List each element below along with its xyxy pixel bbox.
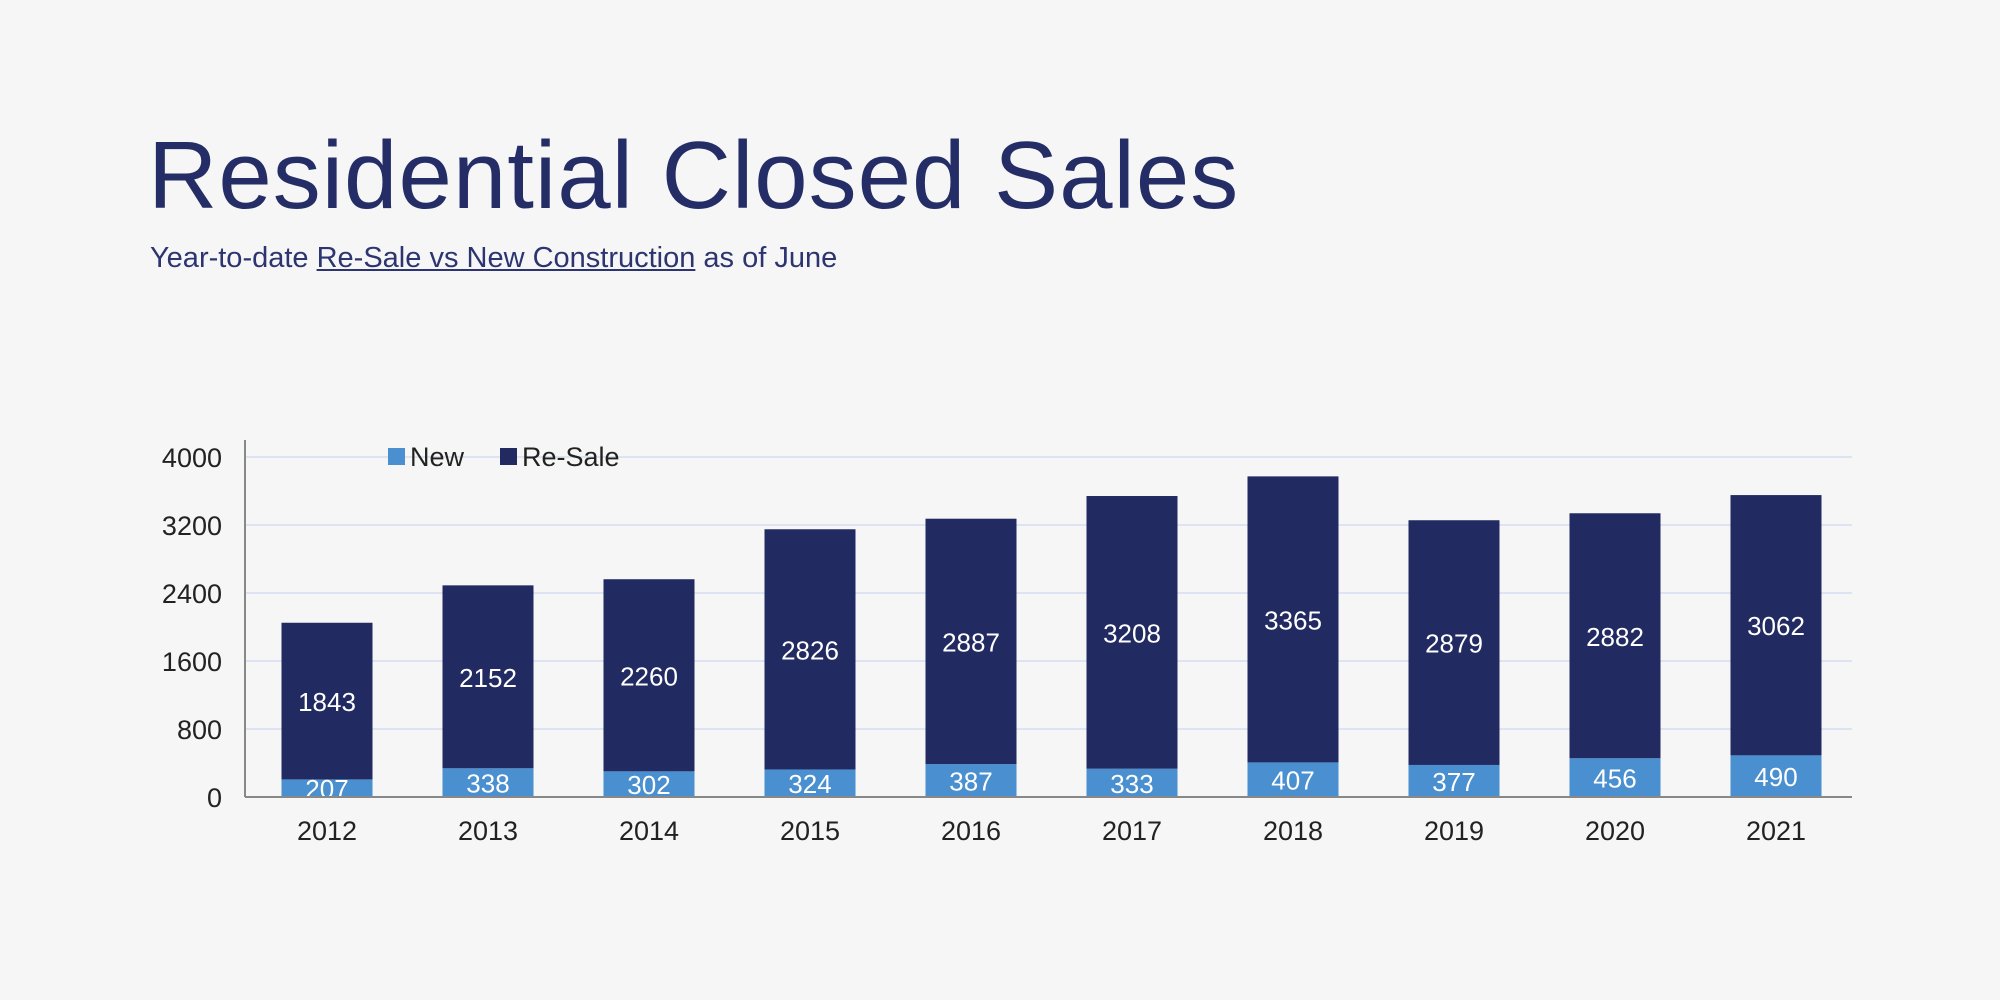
- x-tick-label: 2016: [941, 816, 1001, 846]
- bar-re-sale: [603, 579, 695, 772]
- data-label: 2826: [781, 635, 839, 665]
- bar-new: [281, 779, 373, 797]
- bar-new: [1086, 768, 1178, 797]
- data-label: 3365: [1264, 605, 1322, 635]
- x-tick-label: 2014: [619, 816, 679, 846]
- bar-new: [764, 769, 856, 797]
- data-label: 3062: [1747, 611, 1805, 641]
- page-subtitle: Year-to-date Re-Sale vs New Construction…: [150, 242, 837, 275]
- bar-re-sale: [1569, 513, 1661, 759]
- bar-new: [442, 768, 534, 797]
- data-label: 2887: [942, 627, 1000, 657]
- bar-re-sale: [764, 529, 856, 770]
- data-label: 456: [1593, 764, 1636, 794]
- x-tick-label: 2019: [1424, 816, 1484, 846]
- subtitle-link: Re-Sale vs New Construction: [316, 242, 696, 274]
- data-label: 387: [949, 767, 992, 797]
- data-label: 2260: [620, 661, 678, 691]
- y-tick-label: 3200: [162, 511, 222, 541]
- x-tick-label: 2012: [297, 816, 357, 846]
- subtitle-prefix: Year-to-date: [150, 242, 317, 274]
- x-tick-label: 2013: [458, 816, 518, 846]
- x-tick-label: 2017: [1102, 816, 1162, 846]
- data-label: 3208: [1103, 618, 1161, 648]
- data-label: 2879: [1425, 629, 1483, 659]
- x-tick-label: 2015: [780, 816, 840, 846]
- data-label: 302: [627, 770, 670, 800]
- y-tick-label: 1600: [162, 647, 222, 677]
- bar-re-sale: [281, 622, 373, 780]
- subtitle-suffix: as of June: [695, 242, 838, 274]
- data-label: 338: [466, 769, 509, 799]
- bar-new: [1247, 762, 1339, 797]
- data-label: 377: [1432, 767, 1475, 797]
- page-title: Residential Closed Sales: [148, 122, 1240, 229]
- bar-re-sale: [925, 518, 1017, 765]
- legend-label: New: [410, 442, 465, 472]
- data-label: 333: [1110, 769, 1153, 799]
- legend-label: Re-Sale: [522, 442, 620, 472]
- bar-new: [1569, 758, 1661, 797]
- y-tick-label: 4000: [162, 443, 222, 473]
- data-label: 490: [1754, 762, 1797, 792]
- y-tick-label: 0: [207, 783, 222, 813]
- bar-re-sale: [1086, 496, 1178, 769]
- bar-re-sale: [442, 585, 534, 769]
- x-tick-label: 2018: [1263, 816, 1323, 846]
- legend-swatch-re-sale: [500, 448, 517, 465]
- data-label: 407: [1271, 766, 1314, 796]
- data-label: 324: [788, 769, 831, 799]
- bar-new: [603, 771, 695, 797]
- data-label: 1843: [298, 687, 356, 717]
- y-tick-label: 2400: [162, 579, 222, 609]
- legend-swatch-new: [388, 448, 405, 465]
- data-label: 2152: [459, 663, 517, 693]
- bar-re-sale: [1247, 476, 1339, 763]
- bar-new: [1408, 764, 1500, 797]
- bar-new: [1730, 755, 1822, 797]
- x-tick-label: 2021: [1746, 816, 1806, 846]
- bar-new: [925, 764, 1017, 797]
- data-label: 2882: [1586, 622, 1644, 652]
- x-tick-label: 2020: [1585, 816, 1645, 846]
- bar-re-sale: [1408, 520, 1500, 765]
- y-tick-label: 800: [177, 715, 222, 745]
- bar-re-sale: [1730, 495, 1822, 756]
